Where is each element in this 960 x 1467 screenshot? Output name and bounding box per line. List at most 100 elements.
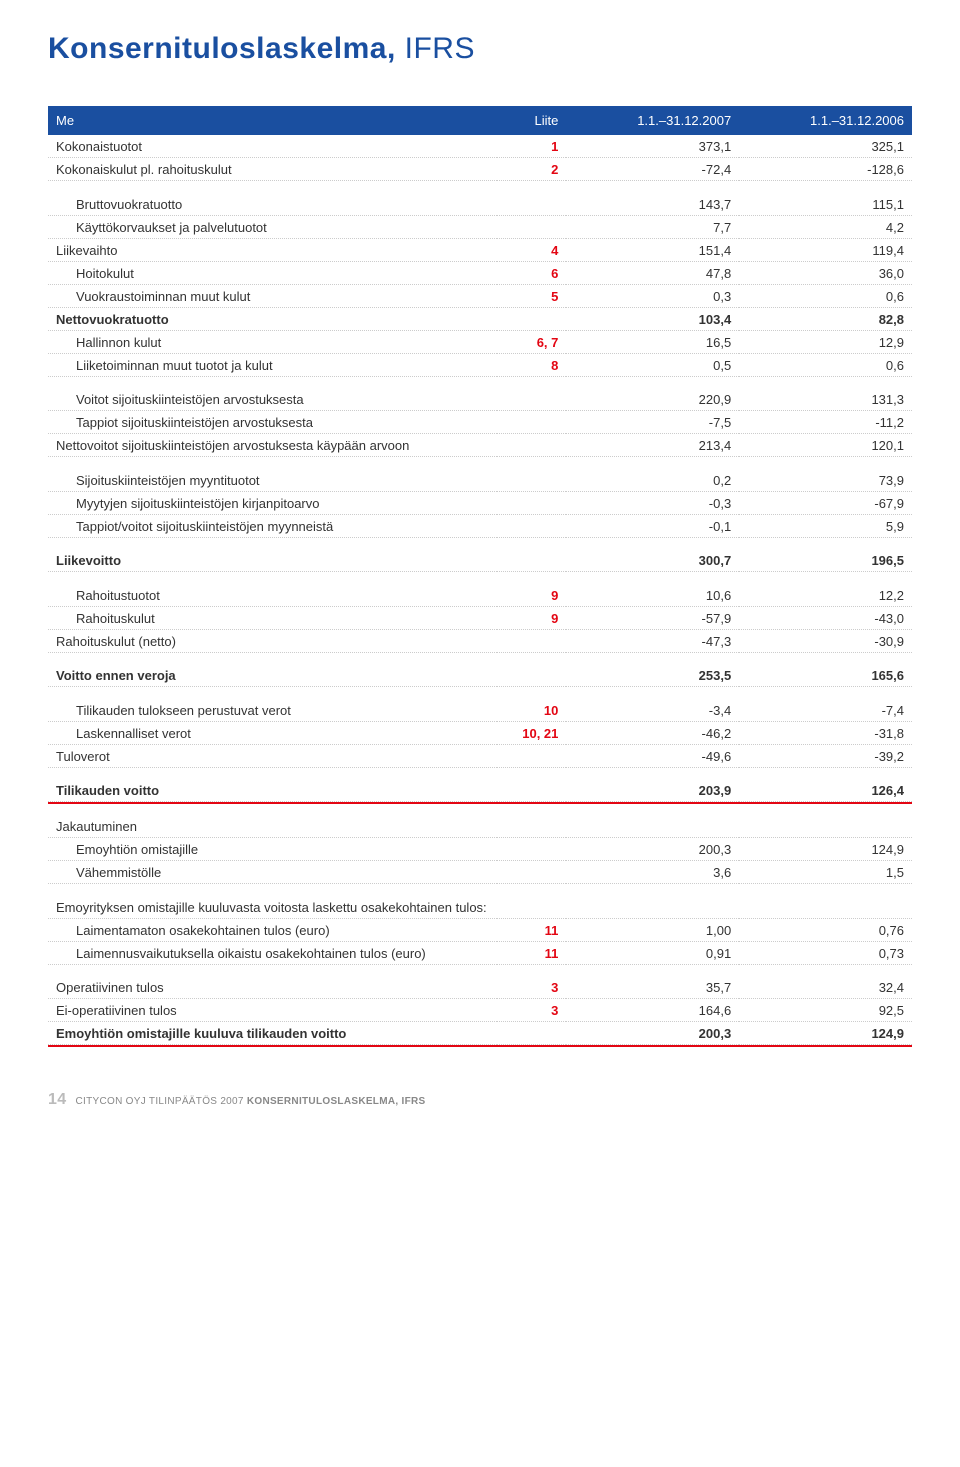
- spacer-row: [48, 964, 912, 976]
- row-value-2006: [739, 815, 912, 838]
- row-label: Laimennusvaikutuksella oikaistu osakekoh…: [48, 941, 497, 964]
- row-label: Tilikauden voitto: [48, 779, 497, 802]
- row-label: Tappiot sijoituskiinteistöjen arvostukse…: [48, 411, 497, 434]
- table-row: Rahoituskulut9-57,9-43,0: [48, 606, 912, 629]
- row-value-2007: 220,9: [566, 388, 739, 411]
- table-row: Käyttökorvaukset ja palvelutuotot7,74,2: [48, 215, 912, 238]
- row-note: 3: [497, 999, 566, 1022]
- table-row: Sijoituskiinteistöjen myyntituotot0,273,…: [48, 469, 912, 492]
- row-value-2007: 213,4: [566, 434, 739, 457]
- table-row: Ei-operatiivinen tulos3164,692,5: [48, 999, 912, 1022]
- table-row: Emoyhtiön omistajille200,3124,9: [48, 838, 912, 861]
- table-row: Voitot sijoituskiinteistöjen arvostukses…: [48, 388, 912, 411]
- table-row: Laimentamaton osakekohtainen tulos (euro…: [48, 918, 912, 941]
- table-row: Rahoituskulut (netto)-47,3-30,9: [48, 629, 912, 652]
- row-label: Sijoituskiinteistöjen myyntituotot: [48, 469, 497, 492]
- page-title: Konsernituloslaskelma, IFRS: [48, 32, 912, 66]
- col-header-me: Me: [48, 106, 497, 135]
- row-label: Emoyhtiön omistajille kuuluva tilikauden…: [48, 1022, 497, 1045]
- row-note: [497, 896, 566, 919]
- row-value-2007: -49,6: [566, 744, 739, 767]
- row-note: 9: [497, 584, 566, 607]
- row-value-2007: 300,7: [566, 549, 739, 572]
- row-value-2007: 0,3: [566, 284, 739, 307]
- row-value-2007: 0,2: [566, 469, 739, 492]
- row-note: 1: [497, 135, 566, 158]
- row-note: [497, 469, 566, 492]
- row-note: [497, 307, 566, 330]
- table-row: Tappiot/voitot sijoituskiinteistöjen myy…: [48, 514, 912, 537]
- row-value-2006: 32,4: [739, 976, 912, 999]
- row-value-2007: 47,8: [566, 261, 739, 284]
- row-value-2006: 0,76: [739, 918, 912, 941]
- page-number: 14: [48, 1091, 66, 1108]
- spacer-row: [48, 803, 912, 815]
- row-note: 5: [497, 284, 566, 307]
- row-value-2006: 1,5: [739, 861, 912, 884]
- row-label: Tappiot/voitot sijoituskiinteistöjen myy…: [48, 514, 497, 537]
- row-value-2007: -0,1: [566, 514, 739, 537]
- row-label: Tuloverot: [48, 744, 497, 767]
- row-label: Bruttovuokratuotto: [48, 193, 497, 216]
- row-value-2007: 103,4: [566, 307, 739, 330]
- row-label: Myytyjen sijoituskiinteistöjen kirjanpit…: [48, 491, 497, 514]
- row-value-2006: 82,8: [739, 307, 912, 330]
- row-value-2007: 203,9: [566, 779, 739, 802]
- row-label: Laimentamaton osakekohtainen tulos (euro…: [48, 918, 497, 941]
- row-value-2007: 200,3: [566, 838, 739, 861]
- row-label: Liikevoitto: [48, 549, 497, 572]
- row-label: Jakautuminen: [48, 815, 497, 838]
- row-label: Liiketoiminnan muut tuotot ja kulut: [48, 353, 497, 376]
- table-row: Rahoitustuotot910,612,2: [48, 584, 912, 607]
- spacer-row: [48, 884, 912, 896]
- table-row: Myytyjen sijoituskiinteistöjen kirjanpit…: [48, 491, 912, 514]
- row-value-2007: 151,4: [566, 238, 739, 261]
- footer-text-2: KONSERNITULOSLASKELMA, IFRS: [247, 1096, 426, 1107]
- table-row: Tilikauden voitto 203,9126,4: [48, 779, 912, 802]
- table-row: Tuloverot-49,6-39,2: [48, 744, 912, 767]
- row-value-2007: 16,5: [566, 330, 739, 353]
- row-value-2007: -72,4: [566, 158, 739, 181]
- table-row: Nettovuokratuotto 103,482,8: [48, 307, 912, 330]
- spacer-row: [48, 181, 912, 193]
- row-value-2006: -31,8: [739, 721, 912, 744]
- row-value-2006: 126,4: [739, 779, 912, 802]
- row-value-2007: -46,2: [566, 721, 739, 744]
- row-value-2006: 131,3: [739, 388, 912, 411]
- row-value-2007: 253,5: [566, 664, 739, 687]
- row-note: [497, 514, 566, 537]
- table-row: Liikevoitto300,7196,5: [48, 549, 912, 572]
- row-label: Hoitokulut: [48, 261, 497, 284]
- row-value-2007: 10,6: [566, 584, 739, 607]
- row-note: 6, 7: [497, 330, 566, 353]
- row-label: Nettovuokratuotto: [48, 307, 497, 330]
- row-note: 9: [497, 606, 566, 629]
- row-note: 10: [497, 699, 566, 722]
- row-value-2007: -47,3: [566, 629, 739, 652]
- row-label: Hallinnon kulut: [48, 330, 497, 353]
- row-note: 3: [497, 976, 566, 999]
- row-value-2007: 7,7: [566, 215, 739, 238]
- table-body: Kokonaistuotot1373,1325,1Kokonaiskulut p…: [48, 135, 912, 1046]
- row-note: 6: [497, 261, 566, 284]
- row-note: [497, 1022, 566, 1045]
- spacer-row: [48, 572, 912, 584]
- row-value-2007: -57,9: [566, 606, 739, 629]
- row-value-2006: -43,0: [739, 606, 912, 629]
- row-note: [497, 388, 566, 411]
- table-row: Vähemmistölle3,61,5: [48, 861, 912, 884]
- row-value-2007: -3,4: [566, 699, 739, 722]
- table-row: Tappiot sijoituskiinteistöjen arvostukse…: [48, 411, 912, 434]
- row-value-2006: 92,5: [739, 999, 912, 1022]
- row-note: [497, 861, 566, 884]
- table-row: Operatiivinen tulos335,732,4: [48, 976, 912, 999]
- row-note: 2: [497, 158, 566, 181]
- row-value-2007: 200,3: [566, 1022, 739, 1045]
- income-statement-table: Me Liite 1.1.–31.12.2007 1.1.–31.12.2006…: [48, 106, 912, 1047]
- row-value-2006: 4,2: [739, 215, 912, 238]
- row-value-2007: 373,1: [566, 135, 739, 158]
- col-header-2007: 1.1.–31.12.2007: [566, 106, 739, 135]
- table-row: Liiketoiminnan muut tuotot ja kulut80,50…: [48, 353, 912, 376]
- row-label: Emoyhtiön omistajille: [48, 838, 497, 861]
- row-label: Ei-operatiivinen tulos: [48, 999, 497, 1022]
